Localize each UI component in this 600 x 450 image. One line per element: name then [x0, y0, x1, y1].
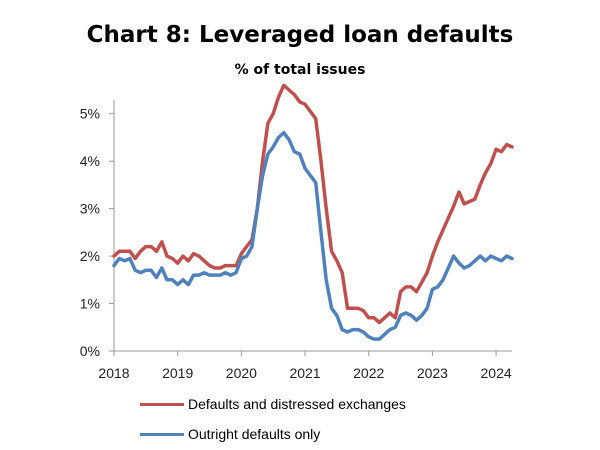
y-tick-label: 2%	[80, 248, 100, 264]
x-tick-label: 2021	[289, 365, 320, 381]
series-line-0	[112, 83, 514, 325]
x-tick-label: 2022	[353, 365, 384, 381]
legend-entry-outright-defaults: Outright defaults only	[140, 426, 580, 442]
x-tick-label: 2019	[162, 365, 193, 381]
y-tick-label: 5%	[80, 106, 100, 122]
legend-label-defaults-and-distressed: Defaults and distressed exchanges	[188, 396, 406, 412]
legend-swatch-red	[140, 402, 184, 406]
x-tick-label: 2018	[98, 365, 129, 381]
legend-swatch-blue	[140, 432, 184, 436]
x-tick-label: 2020	[226, 365, 257, 381]
legend-label-outright-defaults: Outright defaults only	[188, 426, 321, 442]
chart-subtitle: % of total issues	[234, 62, 366, 78]
axes: 0% 1% 2% 3% 4% 5% 2018 2019 2020 2021 2022 2023 2024	[80, 100, 512, 381]
y-tick-label: 3%	[80, 201, 100, 217]
series-line-1	[112, 130, 514, 341]
y-tick-label: 4%	[80, 153, 100, 169]
series-lines	[112, 83, 514, 341]
y-tick-label: 0%	[80, 343, 100, 359]
legend-entry-defaults-and-distressed: Defaults and distressed exchanges	[140, 396, 580, 412]
x-tick-label: 2023	[417, 365, 448, 381]
chart-title: Chart 8: Leveraged loan defaults	[86, 22, 514, 48]
y-tick-label: 1%	[80, 296, 100, 312]
x-tick-label: 2024	[481, 365, 512, 381]
